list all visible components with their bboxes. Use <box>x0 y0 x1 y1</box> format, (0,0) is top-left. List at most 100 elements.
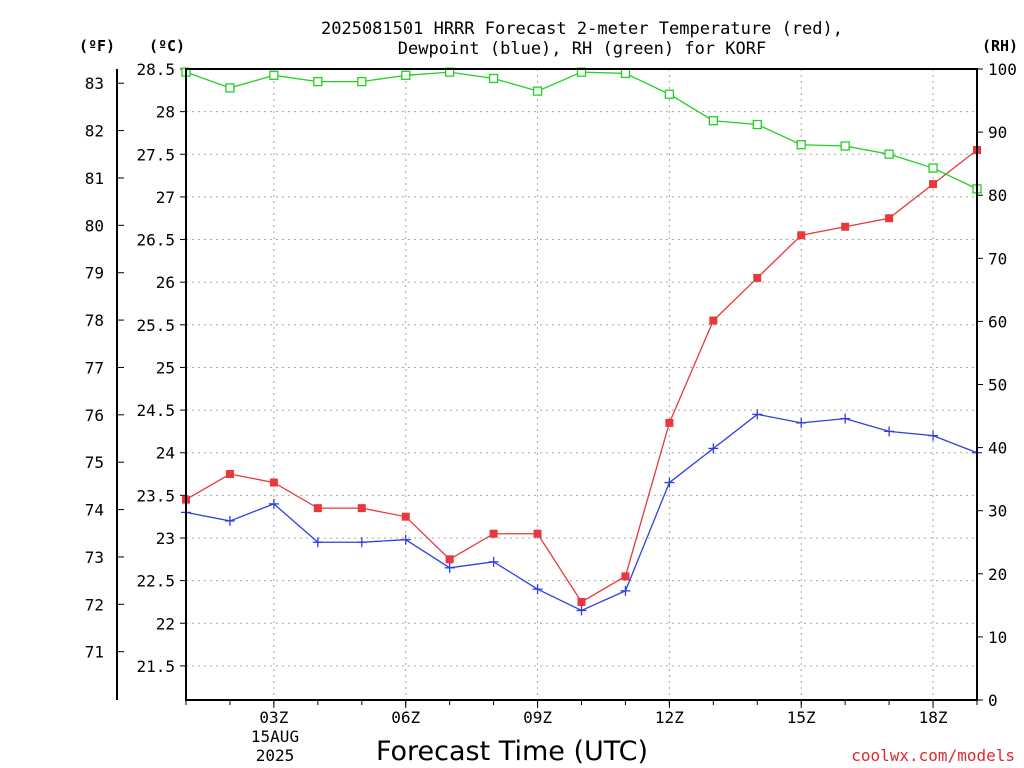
dewpoint-point <box>884 426 895 437</box>
rh-tick-label: 10 <box>988 628 1007 647</box>
rh-tick-label: 40 <box>988 439 1007 458</box>
x-tick-label: 06Z <box>391 708 420 727</box>
fahrenheit-tick-label: 71 <box>85 643 104 662</box>
fahrenheit-tick-label: 82 <box>85 122 104 141</box>
rh-point <box>488 73 499 84</box>
rh-point <box>840 141 850 151</box>
series-layer <box>181 67 982 616</box>
temperature-point <box>357 504 366 513</box>
celsius-tick-label: 25.5 <box>136 316 175 335</box>
fahrenheit-tick-label: 77 <box>85 358 104 377</box>
rh-tick-label: 50 <box>988 376 1007 395</box>
celsius-tick-label: 26 <box>156 273 175 292</box>
rh-tick-label: 30 <box>988 502 1007 521</box>
celsius-tick-label: 23.5 <box>136 486 175 505</box>
temperature-point <box>797 231 806 240</box>
temperature-line <box>185 149 978 603</box>
dewpoint-point <box>708 443 719 454</box>
rh-tick-label: 100 <box>988 60 1017 79</box>
rh-point <box>313 76 323 87</box>
x-tick-label: 03Z <box>259 708 288 727</box>
rh-tick-label: 80 <box>988 186 1007 205</box>
fahrenheit-tick-label: 72 <box>85 595 104 614</box>
dewpoint-point <box>400 534 411 545</box>
dewpoint-point <box>488 556 499 567</box>
temperature-point <box>621 572 630 581</box>
rh-point <box>752 119 762 130</box>
rh-point <box>620 68 631 79</box>
fahrenheit-axis-unit: (ºF) <box>79 37 115 55</box>
temperature-point <box>313 504 322 513</box>
celsius-tick-label: 22 <box>156 614 175 633</box>
x-axis: 03Z 06Z 09Z 12Z 15Z 18Z <box>185 700 978 727</box>
rh-tick-label: 90 <box>988 123 1007 142</box>
plot-frame <box>185 68 978 701</box>
temperature-point <box>269 478 278 487</box>
rh-point <box>796 140 806 150</box>
temperature-series <box>182 146 981 606</box>
temperature-point <box>841 222 850 231</box>
rh-point <box>225 83 235 93</box>
temperature-point <box>225 470 234 479</box>
rh-point <box>664 89 675 99</box>
dewpoint-point <box>576 605 587 616</box>
fahrenheit-tick-label: 74 <box>85 501 104 520</box>
dewpoint-point <box>928 430 939 441</box>
celsius-tick-label: 27.5 <box>136 145 175 164</box>
temperature-point <box>665 418 674 427</box>
rh-point <box>708 116 718 126</box>
date-label-year: 2025 <box>256 746 295 765</box>
rh-series <box>181 67 982 194</box>
fahrenheit-tick-label: 73 <box>85 548 104 567</box>
date-label-day: 15AUG <box>251 727 299 746</box>
chart-title-line2: Dewpoint (blue), RH (green) for KORF <box>398 39 766 59</box>
temperature-point <box>533 529 542 538</box>
celsius-axis: 21.5 22 22.5 23 23.5 24 24.5 25 25.5 26 26.5 27 27.5… <box>136 60 186 676</box>
dewpoint-point <box>268 498 279 509</box>
celsius-tick-label: 21.5 <box>136 657 175 676</box>
celsius-tick-label: 28 <box>156 103 175 122</box>
dewpoint-point <box>840 413 851 424</box>
temperature-point <box>709 316 718 325</box>
temperature-point <box>445 555 454 564</box>
dewpoint-point <box>752 409 763 420</box>
celsius-tick-label: 23 <box>156 529 175 548</box>
fahrenheit-tick-label: 81 <box>85 169 104 188</box>
dewpoint-point <box>356 537 367 548</box>
dewpoint-point <box>532 584 543 595</box>
x-tick-label: 09Z <box>523 708 552 727</box>
chart-title-line1: 2025081501 HRRR Forecast 2-meter Tempera… <box>321 19 843 39</box>
temperature-point <box>489 529 498 538</box>
dewpoint-point <box>312 537 323 548</box>
rh-point <box>269 70 279 80</box>
celsius-tick-label: 26.5 <box>136 231 175 250</box>
celsius-tick-label: 25 <box>156 358 175 377</box>
fahrenheit-tick-label: 80 <box>85 216 104 235</box>
rh-axis: 0 10 20 30 40 50 60 70 80 90 100 <box>977 60 1017 710</box>
celsius-axis-unit: (ºC) <box>149 37 185 55</box>
fahrenheit-tick-label: 76 <box>85 406 104 425</box>
rh-point <box>357 76 367 87</box>
rh-point <box>532 86 543 96</box>
dewpoint-point <box>224 515 235 526</box>
celsius-tick-label: 22.5 <box>136 572 175 591</box>
x-tick-label: 18Z <box>919 708 948 727</box>
fahrenheit-tick-label: 78 <box>85 311 104 330</box>
rh-tick-label: 60 <box>988 312 1007 331</box>
temperature-point <box>929 180 938 189</box>
temperature-point <box>401 512 410 521</box>
x-axis-title: Forecast Time (UTC) <box>376 736 648 767</box>
credit-link[interactable]: coolwx.com/models <box>851 746 1015 765</box>
celsius-tick-label: 28.5 <box>136 60 175 79</box>
rh-tick-label: 70 <box>988 249 1007 268</box>
rh-point <box>401 70 411 80</box>
rh-tick-label: 20 <box>988 565 1007 584</box>
rh-point <box>928 163 938 173</box>
fahrenheit-tick-label: 83 <box>85 74 104 93</box>
x-tick-label: 15Z <box>787 708 816 727</box>
temperature-point <box>885 214 894 223</box>
temperature-point <box>577 597 586 606</box>
celsius-tick-label: 24 <box>156 444 175 463</box>
dewpoint-point <box>444 562 455 573</box>
